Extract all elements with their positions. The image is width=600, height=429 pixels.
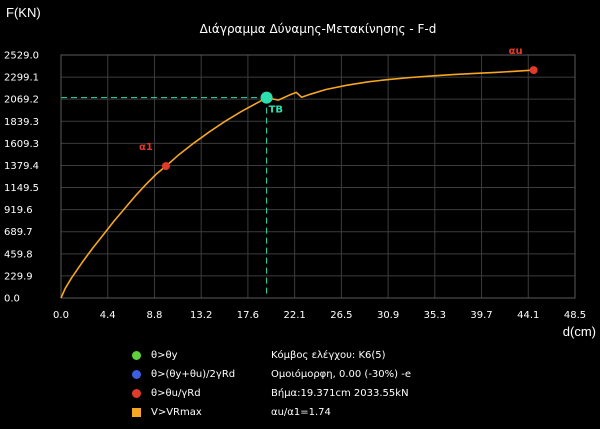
marker-point-a1	[161, 162, 170, 171]
legend-item-shear: V>VRmax	[132, 403, 235, 422]
y-tick-label: 0.0	[4, 294, 20, 305]
marker-label: αu	[509, 46, 523, 57]
x-tick-label: 44.1	[517, 310, 539, 321]
y-tick-label: 919.6	[4, 205, 33, 216]
info-ratio: αu/α1=1.74	[271, 407, 331, 418]
legend-item-yield: θ>θy	[132, 346, 235, 365]
y-tick-label: 2529.0	[4, 51, 39, 62]
x-tick-label: 39.7	[470, 310, 492, 321]
y-tick-label: 229.9	[4, 271, 33, 282]
y-tick-label: 1609.3	[4, 139, 39, 150]
markers-layer: α1 αu TB	[139, 46, 538, 171]
x-tick-label: 0.0	[53, 310, 69, 321]
guide-lines	[61, 97, 268, 298]
legend-item-ultimate: θ>θu/γRd	[132, 384, 235, 403]
marker-point-tb	[260, 91, 273, 104]
marker-label: TB	[269, 105, 283, 116]
legend-label: θ>θu/γRd	[151, 388, 201, 399]
y-tick-label: 1149.5	[4, 183, 39, 194]
info-load: Ομοιόμορφη, 0.00 (-30%) -e	[271, 369, 411, 380]
info-panel: Κόμβος ελέγχου: Κ6(5) Ομοιόμορφη, 0.00 (…	[271, 346, 411, 422]
legend-item-intermediate: θ>(θy+θu)/2γRd	[132, 365, 235, 384]
chart-title: Διάγραμμα Δύναμης-Μετακίνησης - F-d	[200, 22, 437, 36]
x-tick-label: 13.2	[190, 310, 212, 321]
legend-swatch-green	[132, 351, 141, 360]
x-tick-label: 30.9	[377, 310, 399, 321]
legend-label: θ>θy	[151, 350, 178, 361]
x-tick-label: 4.4	[100, 310, 116, 321]
x-tick-label: 22.1	[284, 310, 306, 321]
x-tick-label: 17.6	[237, 310, 259, 321]
info-step: Βήμα:19.371cm 2033.55kN	[271, 388, 409, 399]
x-axis-label: d(cm)	[563, 324, 596, 339]
info-node: Κόμβος ελέγχου: Κ6(5)	[271, 350, 386, 361]
y-tick-label: 1839.3	[4, 117, 39, 128]
series-layer	[60, 69, 534, 299]
y-tick-label: 2299.1	[4, 73, 39, 84]
legend-label: θ>(θy+θu)/2γRd	[151, 369, 236, 380]
y-tick-label: 689.7	[4, 227, 33, 238]
legend-label: V>VRmax	[151, 407, 202, 418]
x-tick-label: 8.8	[147, 310, 163, 321]
marker-label: α1	[139, 142, 153, 153]
y-axis-label: F(KN)	[6, 5, 41, 20]
legend-swatch-red	[132, 389, 141, 398]
series-line	[60, 69, 534, 299]
force-displacement-chart: 0.0 229.9 459.8 689.7 919.6 1149.5 1379.4 1609.…	[4, 5, 596, 339]
legend: θ>θy θ>(θy+θu)/2γRd θ>θu/γRd V>VRmax	[132, 346, 235, 422]
y-axis-ticks: 0.0 229.9 459.8 689.7 919.6 1149.5 1379.4 1609.…	[4, 51, 39, 305]
legend-swatch-blue	[132, 370, 141, 379]
y-tick-label: 459.8	[4, 249, 33, 260]
x-tick-label: 35.3	[424, 310, 446, 321]
legend-swatch-orange	[132, 408, 141, 417]
x-axis-ticks: 0.0 4.4 8.8 13.2 17.6 22.1 26.5 30.9 35.3 39.7 44.…	[53, 310, 586, 321]
marker-point-au	[529, 66, 538, 75]
y-tick-label: 2069.2	[4, 95, 39, 106]
x-tick-label: 26.5	[330, 310, 352, 321]
plot-area-border	[60, 54, 576, 299]
y-tick-label: 1379.4	[4, 161, 39, 172]
x-tick-label: 48.5	[564, 310, 586, 321]
